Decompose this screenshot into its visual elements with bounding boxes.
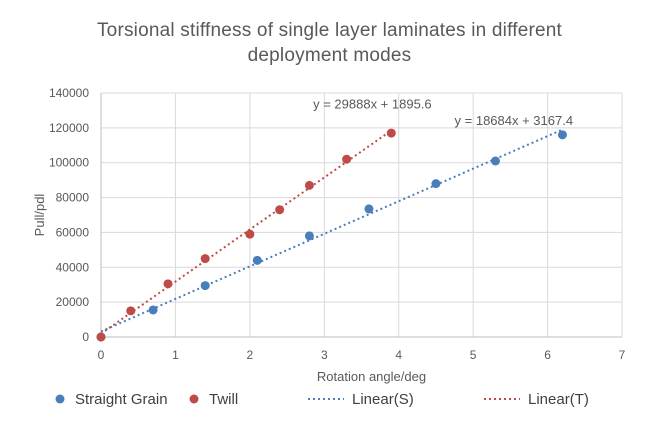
data-point-twill [126, 306, 136, 316]
data-point-straight-grain [431, 179, 441, 189]
data-point-straight-grain [148, 305, 158, 315]
y-tick-label: 40000 [56, 260, 90, 274]
chart-title-line-1: Torsional stiffness of single layer lami… [96, 20, 563, 41]
data-point-straight-grain [490, 156, 500, 166]
legend-marker [55, 394, 65, 404]
x-tick-label: 7 [619, 348, 626, 362]
x-tick-label: 6 [544, 348, 551, 362]
data-point-twill [245, 229, 255, 239]
data-point-twill [163, 279, 173, 289]
y-axis-title: Pull/pdl [32, 194, 47, 237]
chart-title-line-2: deployment modes [247, 45, 412, 66]
x-tick-label: 1 [172, 348, 179, 362]
y-tick-label: 140000 [49, 86, 89, 100]
axes [100, 93, 622, 338]
trendlines [100, 128, 563, 335]
x-tick-label: 3 [321, 348, 328, 362]
data-point-straight-grain [304, 231, 314, 241]
legend-label: Linear(T) [528, 391, 589, 408]
trendline-equation: y = 18684x + 3167.4 [455, 113, 574, 128]
x-axis-title: Rotation angle/deg [317, 369, 426, 384]
data-point-straight-grain [200, 281, 210, 291]
legend-marker [189, 394, 199, 404]
trendline-equation: y = 29888x + 1895.6 [313, 97, 432, 112]
y-tick-label: 60000 [56, 225, 90, 239]
data-point-twill [386, 128, 396, 138]
legend-label: Linear(S) [352, 391, 414, 408]
x-tick-label: 4 [395, 348, 402, 362]
y-tick-label: 0 [82, 330, 89, 344]
data-point-straight-grain [557, 130, 567, 140]
data-points [96, 128, 567, 342]
y-tick-label: 120000 [49, 121, 89, 135]
legend-label: Twill [209, 391, 238, 408]
x-tick-label: 2 [247, 348, 254, 362]
x-tick-label: 0 [98, 348, 105, 362]
chart-title: Torsional stiffness of single layer lami… [0, 18, 659, 68]
y-tick-label: 80000 [56, 191, 90, 205]
y-tick-label: 100000 [49, 156, 89, 170]
x-tick-label: 5 [470, 348, 477, 362]
grid-lines [101, 92, 623, 337]
data-point-twill [304, 180, 314, 190]
trendline-linears [100, 128, 563, 333]
data-point-twill [275, 205, 285, 215]
trendline-lineart [100, 129, 392, 335]
data-point-straight-grain [364, 204, 374, 214]
y-tick-label: 20000 [56, 295, 90, 309]
legend: Straight Grain Twill Linear(S) Linear(T) [55, 391, 589, 408]
labels: 0 20000 40000 60000 80000 100000 120000 140000 0… [32, 86, 626, 384]
legend-label: Straight Grain [75, 391, 168, 408]
data-point-straight-grain [252, 255, 262, 265]
data-point-twill [96, 332, 106, 342]
data-point-twill [200, 254, 210, 264]
data-point-twill [342, 154, 352, 164]
